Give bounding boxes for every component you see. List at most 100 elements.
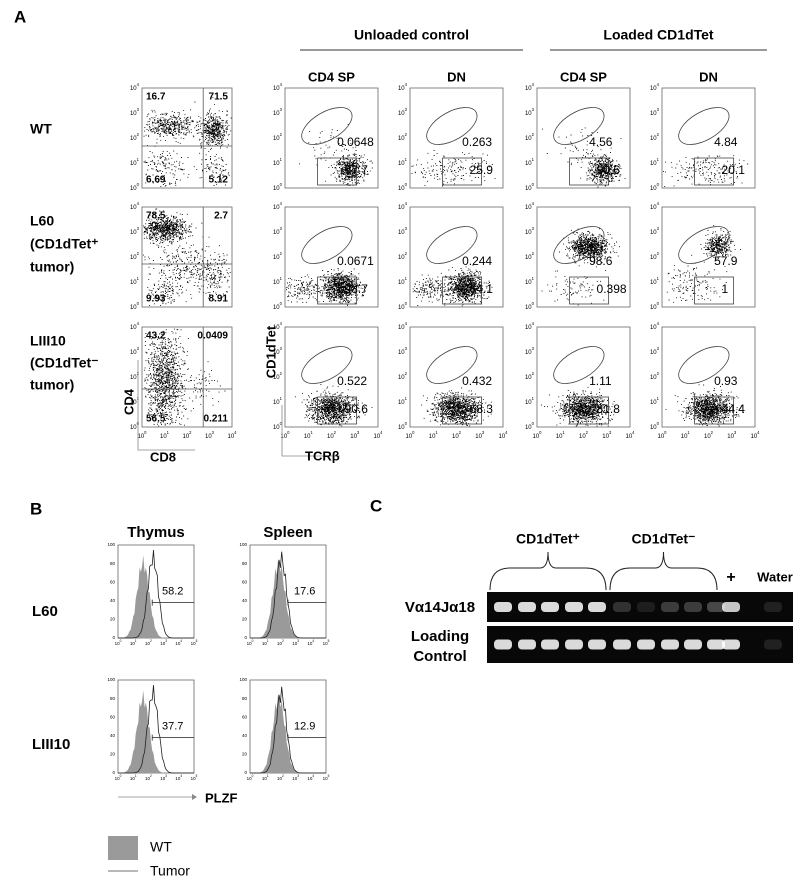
tick-base: 10 <box>704 434 711 440</box>
tick-exponent: 3 <box>532 107 535 112</box>
tick-base: 10 <box>130 641 136 646</box>
tick-exponent: 0 <box>532 301 535 306</box>
tick-base: 10 <box>398 305 405 311</box>
tick-exponent: 1 <box>280 276 283 281</box>
tick-base: 10 <box>650 136 657 142</box>
tick-base: 10 <box>130 230 137 236</box>
event-dots <box>286 268 366 307</box>
tick-base: 10 <box>130 350 137 356</box>
tick-exponent: 1 <box>280 396 283 401</box>
tick-base: 10 <box>273 111 280 117</box>
tick-base: 10 <box>398 325 405 331</box>
y-tick-label: 100 <box>398 421 408 430</box>
tick-exponent: 3 <box>280 107 283 112</box>
x-tick-label: 104 <box>175 774 182 781</box>
tick-base: 10 <box>525 86 532 92</box>
tick-base: 10 <box>398 350 405 356</box>
x-tick-label: 100 <box>137 430 147 439</box>
tick-base: 10 <box>650 280 657 286</box>
event-dots <box>541 228 620 306</box>
wt-histogram <box>250 558 326 638</box>
y-tick-label: 100 <box>273 182 283 191</box>
tick-exponent: 0 <box>120 639 122 643</box>
y-tick-label: 104 <box>273 201 283 210</box>
y-tick-label: 80 <box>110 696 116 701</box>
tick-base: 10 <box>273 161 280 167</box>
plot-frame <box>284 87 379 189</box>
gate-value: 12.9 <box>294 720 315 732</box>
y-tick-label: 100 <box>398 182 408 191</box>
plot-frame <box>409 206 504 308</box>
event-dots <box>542 127 626 188</box>
tick-base: 10 <box>398 280 405 286</box>
tick-exponent: 0 <box>137 182 140 187</box>
tick-exponent: 1 <box>405 396 408 401</box>
event-dots <box>665 384 744 427</box>
x-tick-label: 100 <box>280 430 290 439</box>
legend-swatch <box>108 836 138 860</box>
row-label: (CD1dTet⁻ <box>30 355 99 371</box>
tick-exponent: 5 <box>196 639 198 643</box>
y-tick-label: 103 <box>525 107 535 116</box>
y-tick-label: 103 <box>398 346 408 355</box>
y-tick-label: 60 <box>242 579 248 584</box>
tick-base: 10 <box>130 305 137 311</box>
tick-exponent: 4 <box>280 201 283 206</box>
tick-exponent: 2 <box>586 430 589 435</box>
x-tick-label: 100 <box>247 639 254 646</box>
y-tick-label: 100 <box>273 421 283 430</box>
tick-exponent: 2 <box>150 774 152 778</box>
tick-exponent: 0 <box>664 430 667 435</box>
gel-band <box>722 602 740 612</box>
y-tick-label: 101 <box>398 276 408 285</box>
tick-exponent: 0 <box>252 639 254 643</box>
axis-label: PLZF <box>205 790 238 805</box>
x-tick-label: 103 <box>292 774 299 781</box>
tick-exponent: 0 <box>657 301 660 306</box>
y-tick-label: 40 <box>242 598 248 603</box>
tick-exponent: 1 <box>137 276 140 281</box>
tick-exponent: 3 <box>280 346 283 351</box>
tick-exponent: 0 <box>280 182 283 187</box>
tick-exponent: 4 <box>312 639 314 643</box>
tick-exponent: 4 <box>405 321 408 326</box>
tick-exponent: 3 <box>657 226 660 231</box>
y-tick-label: 80 <box>242 561 248 566</box>
x-tick-label: 105 <box>191 774 198 781</box>
x-tick-label: 103 <box>292 639 299 646</box>
y-tick-label: 101 <box>130 157 140 166</box>
tick-base: 10 <box>130 375 137 381</box>
tick-exponent: 4 <box>180 639 182 643</box>
x-tick-label: 101 <box>429 430 439 439</box>
tick-base: 10 <box>130 425 137 431</box>
tick-exponent: 0 <box>657 182 660 187</box>
tick-base: 10 <box>327 434 334 440</box>
tick-exponent: 0 <box>539 430 542 435</box>
y-tick-label: 100 <box>650 421 660 430</box>
y-tick-label: 101 <box>398 157 408 166</box>
tetramer-gate <box>301 226 353 264</box>
gate-value: 1.11 <box>589 374 612 388</box>
tick-exponent: 3 <box>165 639 167 643</box>
tick-base: 10 <box>650 325 657 331</box>
tick-exponent: 1 <box>657 157 660 162</box>
tick-base: 10 <box>373 434 380 440</box>
tick-base: 10 <box>277 641 283 646</box>
tick-base: 10 <box>175 776 181 781</box>
tick-exponent: 1 <box>135 774 137 778</box>
gate-value: 97.7 <box>345 163 369 177</box>
x-tick-label: 103 <box>727 430 737 439</box>
tick-base: 10 <box>145 641 151 646</box>
tick-base: 10 <box>227 434 234 440</box>
tick-exponent: 4 <box>532 201 535 206</box>
tick-exponent: 2 <box>657 251 660 256</box>
tick-exponent: 3 <box>280 226 283 231</box>
y-tick-label: 20 <box>110 617 116 622</box>
event-dots <box>421 387 492 427</box>
tick-base: 10 <box>262 641 268 646</box>
gate-value: 90.6 <box>345 402 369 416</box>
y-tick-label: 102 <box>398 251 408 260</box>
x-tick-label: 102 <box>145 639 152 646</box>
tick-base: 10 <box>273 425 280 431</box>
